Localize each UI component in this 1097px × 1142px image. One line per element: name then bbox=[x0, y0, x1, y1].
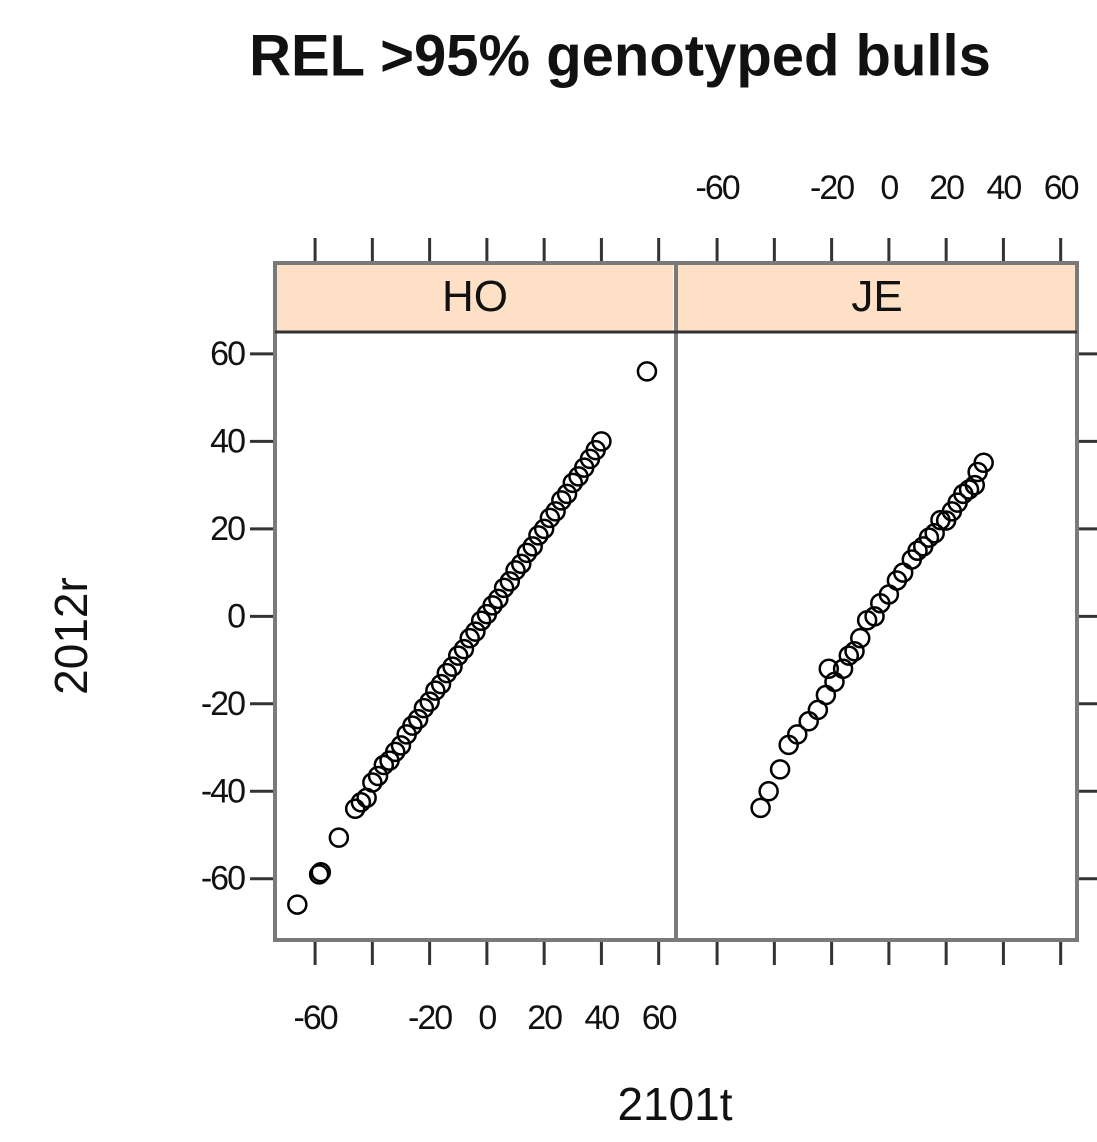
point bbox=[344, 798, 366, 820]
y-tick-label: -40 bbox=[201, 772, 245, 810]
point bbox=[562, 472, 584, 494]
point bbox=[815, 684, 837, 706]
y-tick-label: 60 bbox=[210, 335, 245, 373]
point bbox=[402, 715, 423, 736]
y-tick-label: -20 bbox=[201, 685, 245, 723]
point bbox=[308, 864, 330, 885]
point bbox=[373, 754, 395, 776]
x-top-tick-label: 0 bbox=[880, 169, 898, 207]
point bbox=[505, 560, 526, 581]
point bbox=[499, 571, 521, 592]
x-tick-label: 60 bbox=[642, 999, 677, 1037]
point bbox=[448, 645, 469, 666]
point bbox=[551, 490, 572, 511]
point bbox=[482, 595, 503, 616]
point bbox=[973, 452, 994, 474]
point bbox=[958, 479, 980, 500]
point bbox=[516, 542, 538, 564]
point bbox=[419, 691, 440, 712]
point bbox=[453, 638, 475, 660]
point bbox=[510, 553, 532, 575]
chart-title: REL >95% genotyped bulls bbox=[249, 23, 991, 88]
point bbox=[436, 662, 458, 684]
strip bbox=[677, 263, 1075, 332]
point bbox=[425, 680, 446, 701]
point bbox=[493, 577, 515, 599]
point bbox=[591, 431, 612, 452]
x-top-tick-label: -60 bbox=[696, 169, 740, 207]
point bbox=[528, 525, 549, 546]
point bbox=[459, 627, 480, 649]
y-axis-label: 2012r bbox=[45, 577, 97, 695]
strip bbox=[275, 263, 673, 332]
y-tick-label: 20 bbox=[210, 510, 245, 548]
point bbox=[522, 536, 543, 557]
x-tick-label: -60 bbox=[294, 999, 338, 1037]
point bbox=[918, 527, 940, 548]
point bbox=[924, 522, 945, 544]
point bbox=[390, 735, 412, 756]
point bbox=[287, 894, 308, 915]
x-tick-label: 20 bbox=[527, 999, 562, 1037]
point bbox=[413, 697, 435, 719]
point bbox=[442, 656, 463, 677]
point bbox=[850, 627, 871, 649]
point bbox=[385, 741, 406, 763]
point bbox=[838, 645, 860, 666]
strip-label: JE bbox=[851, 272, 902, 321]
x-axis-label: 2101t bbox=[617, 1078, 732, 1130]
x-top-tick-label: 40 bbox=[987, 169, 1022, 207]
point bbox=[864, 606, 885, 627]
point bbox=[470, 610, 492, 631]
x-tick-label: -20 bbox=[408, 999, 452, 1037]
point bbox=[465, 621, 486, 642]
point bbox=[769, 759, 791, 780]
point bbox=[367, 765, 389, 787]
point bbox=[533, 518, 555, 540]
point bbox=[556, 483, 578, 505]
y-tick-label: 40 bbox=[210, 422, 245, 460]
point bbox=[430, 673, 452, 695]
point bbox=[488, 588, 509, 610]
y-tick-label: 0 bbox=[227, 597, 245, 635]
point bbox=[362, 772, 383, 793]
point bbox=[545, 501, 566, 522]
point bbox=[798, 711, 819, 732]
x-top-tick-label: 60 bbox=[1044, 169, 1079, 207]
point bbox=[539, 507, 561, 529]
point bbox=[310, 861, 332, 883]
x-top-tick-label: -20 bbox=[810, 169, 854, 207]
point bbox=[818, 658, 840, 680]
point bbox=[750, 797, 771, 819]
point bbox=[907, 540, 928, 561]
x-tick-label: 40 bbox=[585, 999, 620, 1037]
point bbox=[350, 791, 372, 813]
point bbox=[758, 781, 779, 802]
x-tick-label: 0 bbox=[478, 999, 496, 1037]
y-tick-label: -60 bbox=[201, 860, 245, 898]
point bbox=[328, 827, 350, 848]
point bbox=[832, 658, 854, 680]
point bbox=[964, 474, 986, 496]
point bbox=[787, 724, 808, 745]
x-top-tick-label: 20 bbox=[929, 169, 964, 207]
strip-label: HO bbox=[442, 272, 508, 321]
point bbox=[407, 708, 429, 730]
point bbox=[636, 361, 658, 382]
point bbox=[844, 641, 865, 662]
